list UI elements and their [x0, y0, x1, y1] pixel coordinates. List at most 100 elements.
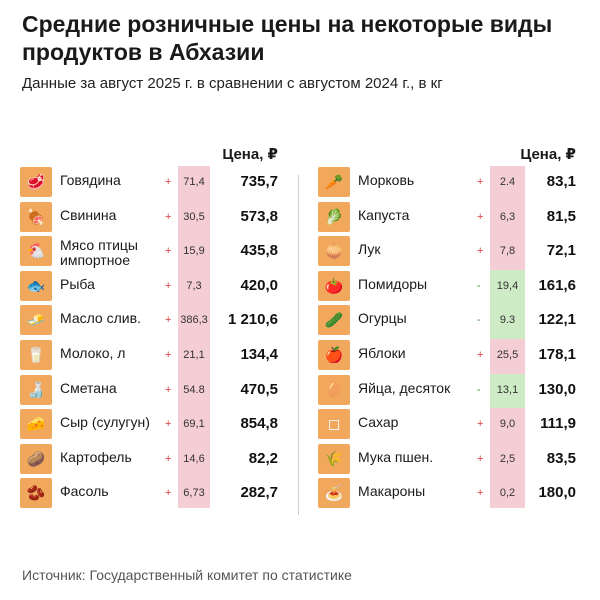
- change-sign: +: [165, 383, 172, 396]
- sour-cream-icon: 🍶: [20, 374, 52, 405]
- change-sign: +: [165, 279, 172, 292]
- price-value: 82,2: [248, 449, 278, 467]
- change-band-left: [178, 166, 210, 508]
- change-cell-bg: [490, 200, 525, 236]
- chicken-icon: 🐔: [20, 236, 52, 267]
- change-sign: +: [165, 349, 172, 361]
- price-value: 130,0: [538, 380, 576, 398]
- product-name: Рыба: [60, 275, 95, 292]
- product-name: Морковь: [358, 172, 415, 188]
- product-name: Фасоль: [60, 483, 109, 500]
- product-name: Яблоки: [358, 345, 406, 361]
- price-value: 180,0: [538, 484, 576, 502]
- price-value: 573,8: [240, 207, 278, 225]
- change-value: 9.3: [499, 314, 516, 327]
- change-sign: -: [477, 314, 481, 327]
- change-cell-bg: [490, 442, 525, 478]
- change-cell-bg: [178, 269, 210, 305]
- product-name: Лук: [358, 241, 381, 258]
- price-value: 435,8: [240, 242, 278, 260]
- product-name: Молоко, л: [60, 345, 126, 361]
- change-cell-bg: [178, 166, 210, 201]
- change-sign: +: [477, 245, 484, 258]
- price-value: 83,1: [546, 173, 576, 190]
- apple-icon: 🍎: [318, 340, 350, 370]
- change-value: 0,2: [499, 487, 516, 500]
- change-value: 71,4: [183, 176, 205, 188]
- change-cell-bg: [178, 339, 210, 374]
- left-table: Цена, ₽ 🥩 Говядина +71,4 735,7 🍖 Свинина +30,5…: [20, 140, 282, 520]
- price-value: 420,0: [240, 276, 278, 294]
- table-row: 🐟 Рыба +7,3 420,0: [20, 270, 282, 301]
- chart-title: Средние розничные цены на некоторые виды…: [22, 11, 553, 65]
- price-header-right: Цена, ₽: [520, 146, 576, 163]
- column-divider: [298, 175, 299, 515]
- table-row: 🧀 Сыр (сулугун) +69,1 854,8: [20, 409, 282, 440]
- change-sign: +: [477, 487, 484, 500]
- price-value: 735,7: [240, 173, 278, 190]
- change-sign: +: [165, 314, 172, 327]
- product-name: Капуста: [358, 206, 410, 223]
- change-value: 13,1: [496, 383, 519, 396]
- table-row: 🥬 Капуста +6,3 81,5: [318, 201, 580, 232]
- change-cell-bg: [490, 339, 525, 374]
- change-value: 2,5: [499, 452, 516, 465]
- change-cell-bg: [178, 442, 210, 478]
- pork-icon: 🍖: [20, 201, 52, 232]
- product-name: Сахар: [358, 414, 399, 431]
- change-sign: +: [165, 210, 172, 223]
- change-value: 30,5: [183, 210, 205, 223]
- price-value: 854,8: [240, 415, 278, 433]
- change-cell-bg: [490, 408, 525, 443]
- change-value: 386,3: [180, 314, 208, 327]
- change-sign: +: [165, 452, 172, 465]
- product-name: Говядина: [60, 172, 121, 188]
- beef-icon: 🥩: [20, 167, 52, 197]
- pasta-icon: 🍝: [318, 478, 350, 509]
- price-value: 122,1: [538, 311, 576, 329]
- change-sign: +: [477, 176, 484, 188]
- change-value: 14,6: [183, 452, 205, 465]
- price-value: 111,9: [540, 415, 576, 433]
- price-value: 72,1: [546, 242, 576, 260]
- cheese-icon: 🧀: [20, 409, 52, 440]
- flour-icon: 🌾: [318, 443, 350, 474]
- change-cell-bg: [490, 269, 525, 305]
- table-row: 🥚 Яйца, десяток - 13,1 130,0: [318, 374, 580, 405]
- table-row: 🥕 Морковь +2.4 83,1: [318, 167, 580, 197]
- source-note: Источник: Государственный комитет по ста…: [22, 567, 352, 583]
- product-name: Огурцы: [358, 310, 407, 327]
- change-sign: +: [477, 349, 484, 361]
- change-sign: +: [165, 487, 172, 500]
- change-sign: +: [165, 418, 172, 431]
- change-sign: +: [477, 418, 484, 431]
- table-row: 🥒 Огурцы - 9.3 122,1: [318, 305, 580, 336]
- carrot-icon: 🥕: [318, 167, 350, 197]
- price-value: 1 210,6: [227, 311, 278, 329]
- change-cell-bg: [178, 235, 210, 270]
- milk-icon: 🥛: [20, 340, 52, 370]
- table-row: 🫘 Фасоль +6,73 282,7: [20, 478, 282, 509]
- table-row: 🧅 Лук +7,8 72,1: [318, 236, 580, 267]
- change-value: 21,1: [183, 349, 205, 361]
- product-name: Яйца, десяток: [358, 379, 451, 396]
- price-header-left: Цена, ₽: [222, 146, 278, 163]
- change-sign: +: [165, 176, 172, 188]
- change-value: 9,0: [499, 418, 516, 431]
- product-name: Картофель: [60, 448, 132, 465]
- change-cell-bg: [490, 304, 525, 339]
- change-value: 69,1: [183, 418, 205, 431]
- product-name: Помидоры: [358, 275, 428, 292]
- table-row: 🌾 Мука пшен. +2,5 83,5: [318, 443, 580, 474]
- price-value: 178,1: [538, 346, 576, 363]
- change-cell-bg: [490, 477, 525, 508]
- potato-icon: 🥔: [20, 443, 52, 474]
- chart-subtitle: Данные за август 2025 г. в сравнении с а…: [22, 75, 443, 92]
- change-value: 6,73: [183, 487, 205, 500]
- price-value: 470,5: [240, 380, 278, 398]
- sugar-icon: ◻: [318, 409, 350, 440]
- change-sign: +: [477, 452, 484, 465]
- table-row: 🧈 Масло слив. +386,3 1 210,6: [20, 305, 282, 336]
- change-value: 25,5: [496, 349, 519, 361]
- table-row: 🍖 Свинина +30,5 573,8: [20, 201, 282, 232]
